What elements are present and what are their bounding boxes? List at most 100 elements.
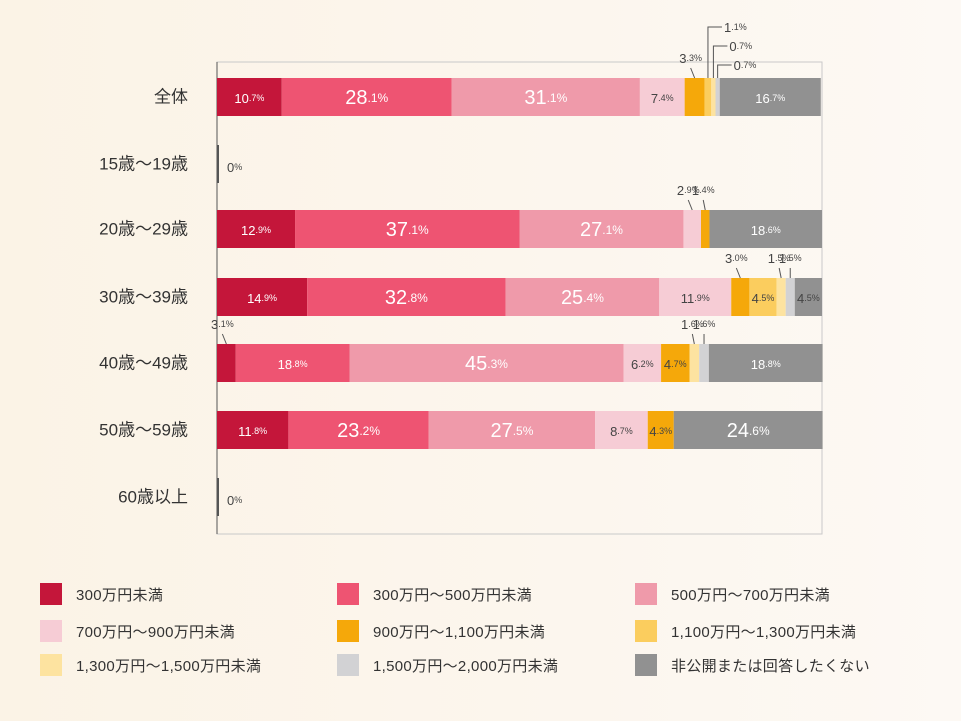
bar-segment: [349, 344, 624, 382]
data-label: 31.1%: [524, 87, 567, 109]
bar-segment: [288, 411, 429, 449]
legend-item: 700万円〜900万円未満: [40, 619, 235, 643]
bar-segment: [519, 210, 684, 248]
data-label: 16.7%: [755, 91, 785, 106]
legend-item: 300万円〜500万円未満: [337, 582, 532, 606]
legend-item: 1,500万円〜2,000万円未満: [337, 653, 558, 677]
leader-line: [702, 199, 706, 211]
leader-line: [717, 64, 732, 78]
bar-segment: [235, 344, 350, 382]
bar-segment: [217, 344, 236, 382]
leader-line: [691, 333, 695, 345]
bar-segment: [217, 210, 296, 248]
bar-segment: [709, 210, 822, 248]
bar-segment: [673, 411, 823, 449]
data-label: 0.7%: [734, 58, 757, 73]
bar-segment: [704, 78, 712, 116]
data-label: 27.5%: [490, 420, 533, 442]
category-label: 30歳〜39歳: [99, 288, 188, 307]
legend-label: 700万円〜900万円未満: [76, 623, 235, 641]
bar-segment: [661, 344, 690, 382]
bar-segment: [428, 411, 596, 449]
legend-label: 900万円〜1,100万円未満: [373, 623, 546, 641]
category-label: 40歳〜49歳: [99, 354, 188, 373]
bar-segment: [699, 344, 709, 382]
data-label: 4.5%: [752, 291, 775, 306]
data-label: 12.9%: [241, 223, 271, 238]
bar-segment: [639, 78, 685, 116]
data-label: 0%: [227, 160, 242, 175]
bar-segment: [719, 78, 821, 116]
data-label: 18.8%: [278, 357, 308, 372]
bar-segment: [217, 411, 289, 449]
legend-item: 1,300万円〜1,500万円未満: [40, 653, 261, 677]
data-label: 1.5%: [779, 251, 802, 266]
category-label: 全体: [154, 88, 188, 107]
data-label: 0.7%: [729, 39, 752, 54]
leader-line: [712, 45, 728, 78]
data-label: 4.7%: [664, 357, 687, 372]
data-label: 10.7%: [234, 91, 264, 106]
category-label: 60歳以上: [118, 488, 188, 507]
data-label: 27.1%: [580, 219, 623, 241]
bar-segment: [701, 210, 710, 248]
data-label: 37.1%: [386, 219, 429, 241]
leader-line: [707, 26, 722, 78]
data-label: 1.1%: [724, 20, 747, 35]
data-label: 32.8%: [385, 287, 428, 309]
bar-segment: [711, 78, 716, 116]
leader-line: [735, 267, 741, 279]
bar-segment: [217, 478, 219, 516]
bar-segment: [295, 210, 520, 248]
bar-segment: [785, 278, 795, 316]
bar-segment: [505, 278, 660, 316]
bar-segment: [595, 411, 648, 449]
data-label: 11.9%: [681, 291, 710, 306]
legend-swatch: [635, 583, 657, 605]
bar-segment: [684, 78, 705, 116]
data-label: 3.0%: [725, 251, 748, 266]
data-label: 7.4%: [651, 91, 674, 106]
legend-swatch: [635, 620, 657, 642]
legend-label: 500万円〜700万円未満: [671, 586, 830, 604]
data-label: 3.3%: [679, 51, 702, 66]
legend-swatch: [337, 654, 359, 676]
data-label: 2.9%: [677, 183, 700, 198]
legend-item: 300万円未満: [40, 582, 163, 606]
legend-label: 300万円未満: [76, 586, 164, 604]
bar-segment: [647, 411, 674, 449]
legend-item: 非公開または回答したくない: [635, 653, 870, 677]
data-label: 1.6%: [681, 317, 704, 332]
data-label: 14.9%: [247, 291, 277, 306]
legend-swatch: [337, 620, 359, 642]
legend-swatch: [337, 583, 359, 605]
bar-segment: [659, 278, 732, 316]
bar-segment: [281, 78, 452, 116]
legend-item: 900万円〜1,100万円未満: [337, 619, 545, 643]
data-label: 45.3%: [465, 353, 508, 375]
legend-swatch: [40, 620, 62, 642]
legend-label: 1,100万円〜1,300万円未満: [671, 623, 857, 641]
bar-segment: [776, 278, 786, 316]
bar-segment: [623, 344, 662, 382]
bar-segment: [731, 278, 750, 316]
bar-segment: [708, 344, 823, 382]
bar-segment: [451, 78, 640, 116]
data-label: 24.6%: [727, 420, 770, 442]
leader-line: [687, 199, 693, 211]
data-label: 4.5%: [797, 291, 820, 306]
legend-label: 1,500万円〜2,000万円未満: [373, 657, 559, 675]
legend-label: 1,300万円〜1,500万円未満: [76, 657, 262, 675]
bar-segment: [794, 278, 822, 316]
data-label: 25.4%: [561, 287, 604, 309]
bar-segment: [307, 278, 506, 316]
legend-item: 1,100万円〜1,300万円未満: [635, 619, 856, 643]
category-label: 20歳〜29歳: [99, 220, 188, 239]
data-label: 6.2%: [631, 357, 654, 372]
data-label: 23.2%: [337, 420, 380, 442]
data-label: 1.5%: [768, 251, 791, 266]
category-label: 50歳〜59歳: [99, 421, 188, 440]
bar-segment: [715, 78, 720, 116]
bar-segment: [683, 210, 701, 248]
data-label: 3.1%: [211, 317, 234, 332]
